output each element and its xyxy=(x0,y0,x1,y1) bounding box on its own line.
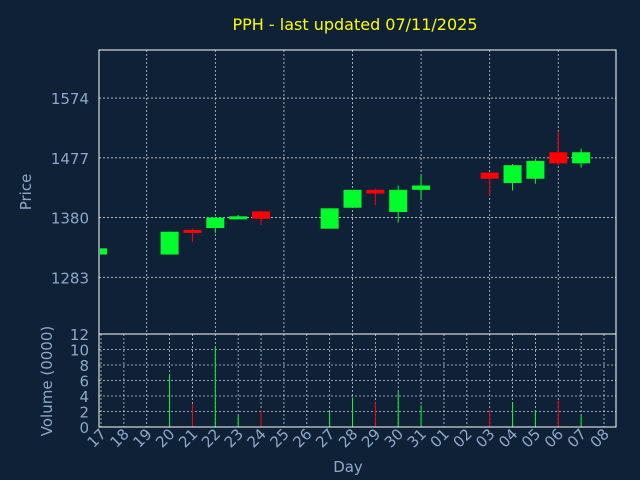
candle-body xyxy=(412,185,431,190)
price-tick-labels: 1283 1380 1477 1574 xyxy=(51,90,89,287)
volume-tick-label: 10 xyxy=(70,342,89,360)
candle-body xyxy=(389,189,408,213)
volume-tick-label: 4 xyxy=(79,388,89,406)
volume-tick-label: 12 xyxy=(70,326,89,344)
x-axis-label: Day xyxy=(333,458,363,476)
chart-title: PPH - last updated 07/11/2025 xyxy=(232,15,477,34)
volume-tick-label: 2 xyxy=(79,404,89,422)
volume-tick-label: 0 xyxy=(79,419,89,437)
volume-grid xyxy=(99,334,616,427)
price-tick-label: 1477 xyxy=(51,150,89,168)
volume-tick-label: 8 xyxy=(79,357,89,375)
volume-axis-label: Volume (0000) xyxy=(38,326,56,436)
candle-body xyxy=(100,248,107,255)
price-axis-label: Price xyxy=(17,174,35,211)
volume-tick-label: 6 xyxy=(79,373,89,391)
price-tick-label: 1574 xyxy=(51,90,89,108)
candle-body xyxy=(503,165,522,184)
day-tick-labels: 1718192021222324252627282930310102030405… xyxy=(84,425,613,451)
candle-body xyxy=(160,231,179,255)
candle-body xyxy=(480,172,499,179)
candle-body xyxy=(320,208,339,229)
volume-panel-frame xyxy=(98,333,617,428)
volume-bars xyxy=(169,347,582,427)
candle-body xyxy=(183,229,202,233)
candle-body xyxy=(572,152,591,164)
candle-body xyxy=(526,160,545,179)
candle-body xyxy=(206,217,225,229)
candles xyxy=(100,131,591,255)
candle-body xyxy=(343,189,362,208)
day-tick-label: 08 xyxy=(587,425,613,451)
price-tick-label: 1380 xyxy=(51,210,89,228)
candle-body xyxy=(549,152,568,164)
candle-body xyxy=(252,211,271,219)
candle-body xyxy=(229,216,248,220)
price-tick-label: 1283 xyxy=(51,269,89,287)
candle-body xyxy=(366,189,385,194)
